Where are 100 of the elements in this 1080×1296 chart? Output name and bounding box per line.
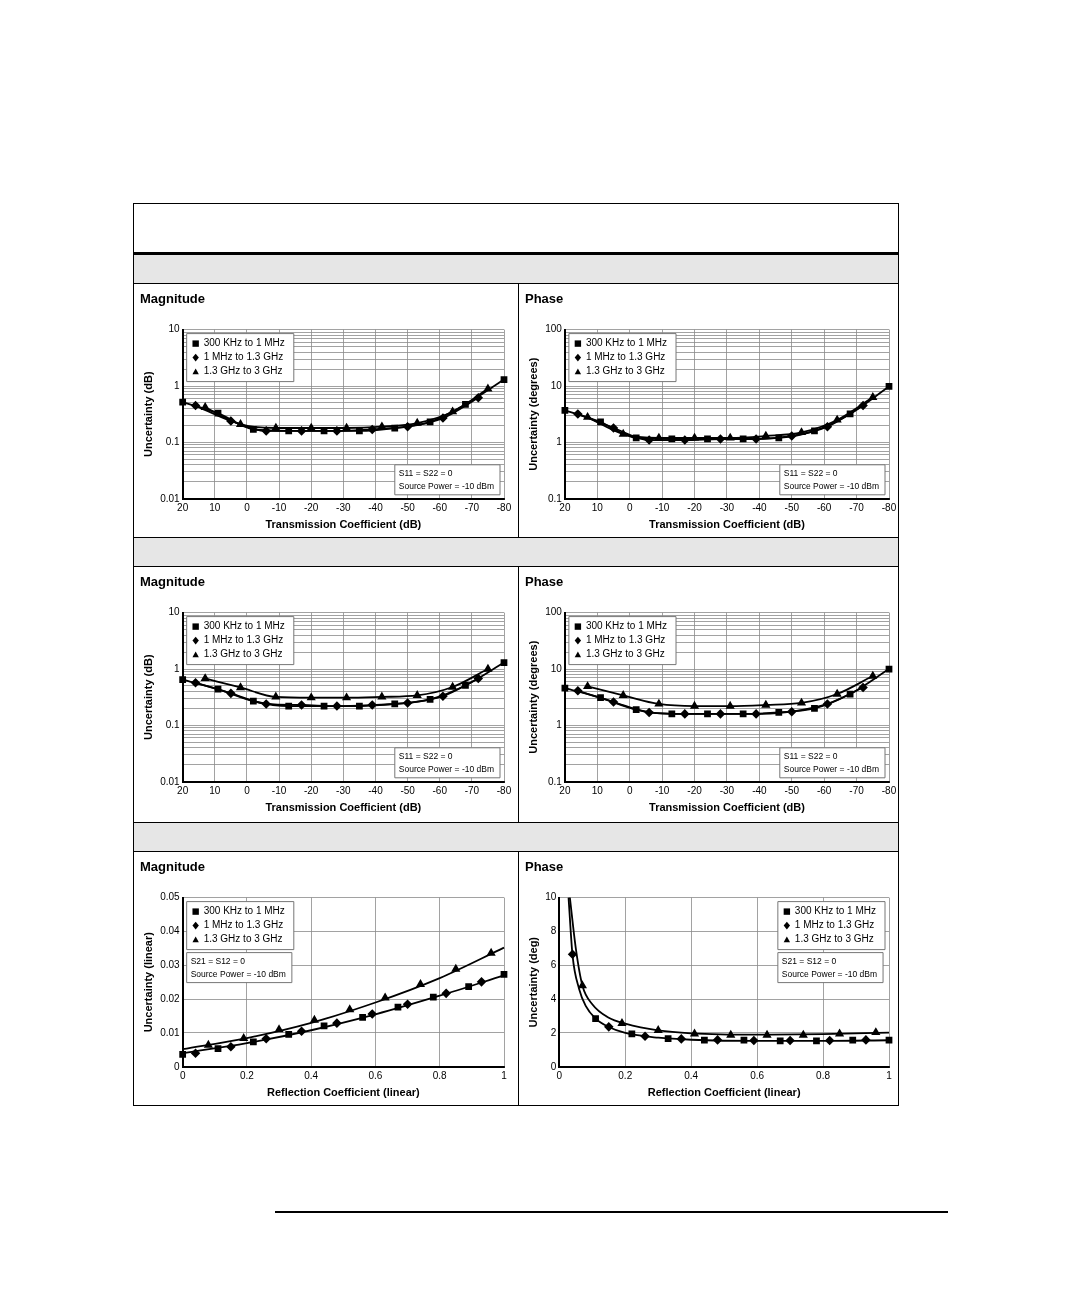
legend-label: 300 KHz to 1 MHz bbox=[585, 337, 668, 349]
y-tick-label: 1 bbox=[556, 719, 563, 731]
x-tick-label: -70 bbox=[849, 784, 865, 796]
chart-title: Magnitude bbox=[140, 574, 205, 590]
legend-label: 1.3 GHz to 3 GHz bbox=[794, 933, 874, 945]
x-tick-label: -30 bbox=[719, 784, 735, 796]
chart-title: Phase bbox=[525, 291, 564, 307]
legend-label: 1 MHz to 1.3 GHz bbox=[794, 919, 875, 931]
x-tick-label: 20 bbox=[559, 501, 571, 513]
legend-label: 300 KHz to 1 MHz bbox=[203, 337, 285, 349]
x-tick-label: -60 bbox=[432, 501, 448, 513]
x-tick-label: -50 bbox=[400, 784, 416, 796]
x-tick-label: -30 bbox=[719, 501, 735, 513]
y-tick-label: 0.1 bbox=[165, 436, 181, 448]
x-tick-label: 10 bbox=[591, 784, 604, 796]
x-axis-title: Transmission Coefficient (dB) bbox=[265, 518, 422, 531]
annotation: S11 = S22 = 0 bbox=[783, 468, 838, 479]
x-axis-title: Transmission Coefficient (dB) bbox=[265, 801, 422, 814]
x-tick-label: 1 bbox=[886, 1069, 893, 1081]
y-tick-label: 0.01 bbox=[160, 492, 181, 504]
x-tick-label: -80 bbox=[496, 501, 512, 513]
x-tick-label: -80 bbox=[496, 784, 512, 796]
legend-label: 300 KHz to 1 MHz bbox=[203, 905, 285, 917]
x-axis-title: Reflection Coefficient (linear) bbox=[266, 1086, 421, 1099]
legend-label: 1 MHz to 1.3 GHz bbox=[203, 351, 284, 363]
annotation: Source Power = -10 dBm bbox=[781, 968, 878, 979]
annotation: S21 = S12 = 0 bbox=[190, 955, 246, 966]
x-tick-label: -40 bbox=[368, 501, 384, 513]
y-tick-label: 10 bbox=[550, 379, 563, 391]
x-tick-label: 0.4 bbox=[684, 1069, 699, 1081]
y-tick-label: 0 bbox=[174, 1060, 181, 1072]
legend-label: 1 MHz to 1.3 GHz bbox=[203, 919, 284, 931]
y-tick-label: 0.04 bbox=[160, 925, 181, 937]
y-tick-label: 1 bbox=[174, 379, 181, 391]
x-tick-label: -10 bbox=[654, 784, 670, 796]
y-axis-title: Uncertainty (dB) bbox=[141, 654, 154, 740]
x-tick-label: -40 bbox=[368, 784, 384, 796]
x-tick-label: -50 bbox=[784, 501, 800, 513]
x-axis-title: Transmission Coefficient (dB) bbox=[649, 801, 806, 814]
x-tick-label: 10 bbox=[209, 501, 221, 513]
chart-title: Phase bbox=[525, 859, 564, 875]
x-tick-label: -60 bbox=[816, 501, 832, 513]
x-tick-label: -80 bbox=[881, 784, 897, 796]
y-tick-label: 100 bbox=[545, 606, 563, 618]
legend-label: 1.3 GHz to 3 GHz bbox=[203, 365, 283, 377]
y-tick-label: 0.05 bbox=[160, 891, 181, 903]
legend-label: 300 KHz to 1 MHz bbox=[203, 620, 285, 632]
x-tick-label: 0 bbox=[244, 501, 251, 513]
x-tick-label: -70 bbox=[464, 501, 480, 513]
y-tick-label: 0 bbox=[550, 1060, 557, 1072]
x-tick-label: 20 bbox=[177, 784, 189, 796]
annotation: S11 = S22 = 0 bbox=[398, 468, 453, 479]
legend-label: 300 KHz to 1 MHz bbox=[585, 620, 668, 632]
x-tick-label: -40 bbox=[752, 501, 768, 513]
annotation: S11 = S22 = 0 bbox=[783, 751, 838, 762]
y-axis-title: Uncertainty (dB) bbox=[141, 371, 154, 457]
x-tick-label: 10 bbox=[209, 784, 221, 796]
x-axis-title: Transmission Coefficient (dB) bbox=[649, 518, 806, 531]
legend-label: 1 MHz to 1.3 GHz bbox=[203, 634, 284, 646]
x-tick-label: -10 bbox=[271, 784, 287, 796]
y-tick-label: 0.1 bbox=[547, 775, 563, 787]
x-tick-label: 0.4 bbox=[304, 1069, 319, 1081]
legend-label: 1 MHz to 1.3 GHz bbox=[585, 634, 666, 646]
annotation: Source Power = -10 dBm bbox=[783, 481, 880, 492]
legend-label: 1.3 GHz to 3 GHz bbox=[203, 648, 283, 660]
y-axis-title: Uncertainty (deg) bbox=[526, 936, 539, 1028]
x-tick-label: -30 bbox=[336, 501, 351, 513]
x-tick-label: 0 bbox=[244, 784, 251, 796]
x-tick-label: -60 bbox=[432, 784, 448, 796]
x-tick-label: -10 bbox=[271, 501, 287, 513]
y-tick-label: 10 bbox=[550, 662, 563, 674]
y-tick-label: 6 bbox=[550, 959, 557, 971]
x-tick-label: 0.6 bbox=[750, 1069, 765, 1081]
chart-title: Magnitude bbox=[140, 291, 205, 307]
y-tick-label: 0.01 bbox=[160, 1026, 181, 1038]
y-tick-label: 10 bbox=[168, 323, 181, 335]
x-tick-label: 20 bbox=[559, 784, 571, 796]
x-tick-label: -70 bbox=[464, 784, 480, 796]
y-tick-label: 100 bbox=[545, 323, 563, 335]
x-tick-label: -10 bbox=[654, 501, 670, 513]
x-tick-label: -80 bbox=[881, 501, 897, 513]
y-axis-title: Uncertainty (linear) bbox=[141, 931, 154, 1033]
annotation: Source Power = -10 dBm bbox=[190, 968, 286, 979]
x-tick-label: 0.2 bbox=[239, 1069, 255, 1081]
legend-label: 1 MHz to 1.3 GHz bbox=[585, 351, 666, 363]
x-axis-title: Reflection Coefficient (linear) bbox=[647, 1086, 801, 1099]
y-tick-label: 0.01 bbox=[160, 775, 181, 787]
annotation: S21 = S12 = 0 bbox=[781, 955, 837, 966]
x-tick-label: 1 bbox=[501, 1069, 508, 1081]
x-tick-label: -70 bbox=[849, 501, 865, 513]
chart-title: Magnitude bbox=[140, 859, 205, 875]
x-tick-label: -20 bbox=[687, 501, 703, 513]
y-tick-label: 0.1 bbox=[547, 492, 563, 504]
x-tick-label: 0 bbox=[626, 784, 633, 796]
legend-label: 1.3 GHz to 3 GHz bbox=[585, 365, 665, 377]
y-tick-label: 10 bbox=[545, 891, 557, 903]
y-tick-label: 2 bbox=[550, 1026, 557, 1038]
y-tick-label: 8 bbox=[550, 925, 557, 937]
y-tick-label: 1 bbox=[174, 662, 181, 674]
legend-label: 1.3 GHz to 3 GHz bbox=[203, 933, 283, 945]
